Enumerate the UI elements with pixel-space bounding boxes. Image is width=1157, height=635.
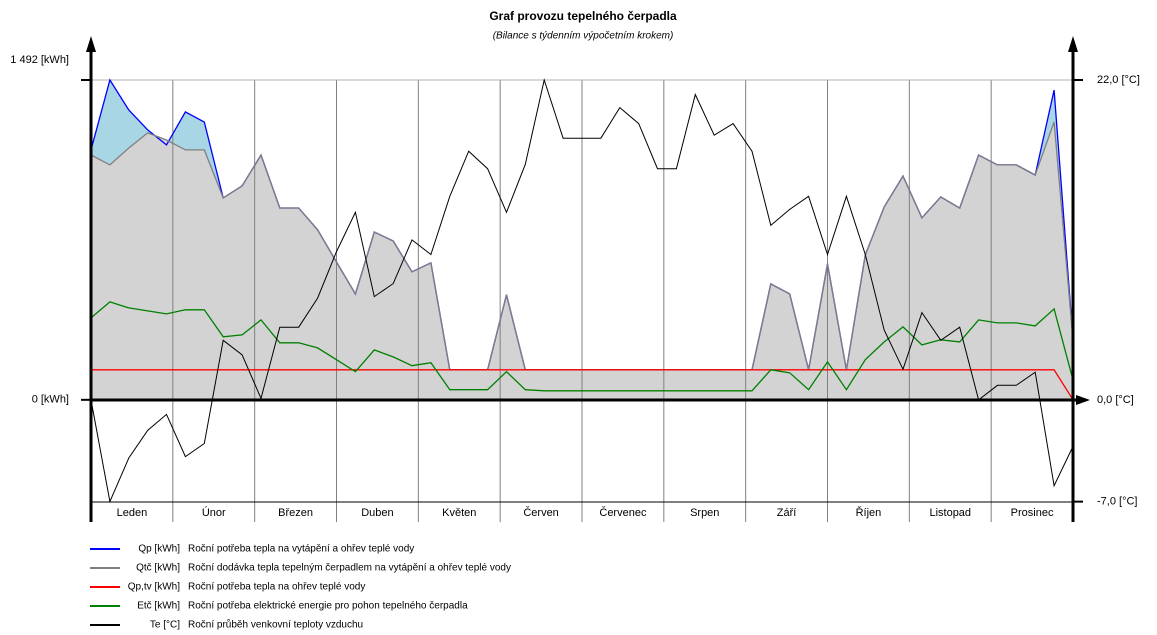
legend-name: Qp,tv [kWh] — [128, 582, 180, 593]
legend-description: Roční potřeba tepla na vytápění a ohřev … — [188, 544, 414, 555]
chart-subtitle: (Bilance s týdenním výpočetním krokem) — [493, 31, 674, 42]
x-tick-label: Leden — [117, 507, 148, 519]
legend-name: Te [°C] — [150, 620, 180, 631]
x-tick-label: Listopad — [929, 507, 971, 519]
legend-description: Roční průběh venkovní teploty vzduchu — [188, 619, 363, 631]
y-tick-label: 0 [kWh] — [32, 394, 69, 406]
y2-tick-label: 22,0 [°C] — [1097, 74, 1140, 86]
y-tick-label: 1 492 [kWh] — [10, 54, 69, 66]
x-tick-label: Září — [777, 507, 797, 519]
legend-description: Roční potřeba elektrické energie pro poh… — [188, 601, 468, 612]
lines — [90, 78, 1074, 504]
legend: Qp [kWh] Roční potřeba tepla na vytápění … — [90, 544, 511, 631]
x-tick-label: Únor — [202, 506, 226, 519]
legend-description: Roční potřeba tepla na ohřev teplé vody — [188, 582, 365, 593]
x-axis-arrow — [1076, 395, 1090, 405]
axes — [86, 36, 1090, 522]
y2-tick-label: 0,0 [°C] — [1097, 394, 1134, 406]
left-axis-arrow — [86, 36, 96, 52]
grid: Leden Únor Březen Duben Květen Červen Červenec… — [10, 54, 1140, 522]
y2-tick-label: -7,0 [°C] — [1097, 496, 1137, 508]
line — [90, 301, 1074, 392]
legend-name: Etč [kWh] — [137, 601, 180, 612]
line — [91, 369, 1074, 401]
x-tick-label: Duben — [361, 507, 393, 519]
legend-name: Qtč [kWh] — [136, 563, 180, 574]
line — [90, 78, 1074, 504]
x-tick-label: Březen — [278, 507, 313, 519]
x-tick-label: Červen — [523, 506, 558, 519]
right-axis-arrow — [1068, 36, 1078, 52]
x-tick-label: Červenec — [599, 506, 647, 519]
chart-title: Graf provozu tepelného čerpadla — [489, 9, 677, 23]
x-tick-label: Květen — [442, 507, 476, 519]
x-tick-label: Srpen — [690, 507, 719, 519]
x-tick-label: Říjen — [856, 506, 882, 519]
x-tick-label: Prosinec — [1011, 507, 1054, 519]
legend-description: Roční dodávka tepla tepelným čerpadlem n… — [188, 563, 511, 574]
legend-name: Qp [kWh] — [138, 544, 180, 555]
